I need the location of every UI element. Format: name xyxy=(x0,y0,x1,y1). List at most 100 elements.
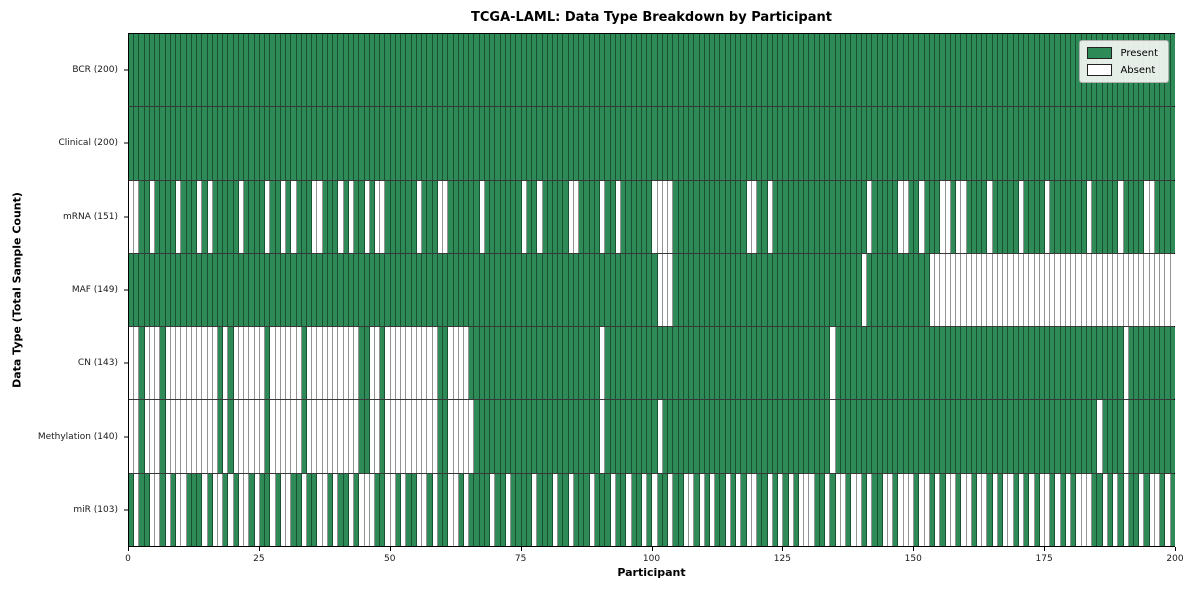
cell-present xyxy=(1128,400,1134,473)
cell-absent xyxy=(1113,473,1119,546)
cell-present xyxy=(767,34,773,107)
cell-present xyxy=(547,253,553,327)
cell-present xyxy=(772,34,779,107)
cell-present xyxy=(484,473,491,546)
cell-present xyxy=(730,107,737,180)
cell-present xyxy=(270,107,276,180)
cell-present xyxy=(296,253,302,327)
cell-present xyxy=(856,34,862,107)
cell-absent xyxy=(945,180,951,253)
cell-absent xyxy=(626,473,632,546)
cell-present xyxy=(809,107,815,180)
cell-present xyxy=(1118,473,1124,546)
cell-present xyxy=(940,34,946,107)
cell-present xyxy=(851,107,857,180)
cell-absent xyxy=(971,253,977,327)
cell-present xyxy=(1060,34,1066,107)
cell-present xyxy=(1107,473,1114,546)
cell-present xyxy=(516,253,522,327)
cell-present xyxy=(1160,180,1166,253)
cell-present xyxy=(678,473,684,546)
cell-present xyxy=(751,327,758,400)
cell-present xyxy=(929,473,936,546)
cell-present xyxy=(511,400,517,473)
cell-present xyxy=(259,473,266,546)
cell-present xyxy=(542,327,548,400)
cell-absent xyxy=(416,327,423,400)
legend: Present Absent xyxy=(1079,40,1169,83)
cell-present xyxy=(322,34,328,107)
cell-absent xyxy=(835,473,841,546)
cell-absent xyxy=(422,473,428,546)
cell-present xyxy=(1097,473,1103,546)
cell-absent xyxy=(961,473,967,546)
cell-absent xyxy=(1139,253,1145,327)
y-tick-label: Clinical (200) xyxy=(58,138,118,149)
cell-present xyxy=(751,400,758,473)
cell-present xyxy=(495,327,501,400)
cell-present xyxy=(908,400,915,473)
cell-present xyxy=(584,180,590,253)
cell-present xyxy=(558,34,564,107)
cell-present xyxy=(369,253,376,327)
cell-absent xyxy=(1092,253,1098,327)
cell-absent xyxy=(935,473,941,546)
cell-present xyxy=(333,180,339,253)
absent-swatch-icon xyxy=(1087,64,1113,76)
cell-present xyxy=(877,107,883,180)
cell-present xyxy=(647,400,653,473)
cell-present xyxy=(668,107,674,180)
cell-absent xyxy=(929,253,936,327)
cell-present xyxy=(887,34,894,107)
cell-present xyxy=(1118,400,1124,473)
cell-present xyxy=(254,107,260,180)
cell-present xyxy=(825,400,831,473)
cell-present xyxy=(406,107,412,180)
cell-present xyxy=(249,107,255,180)
cell-present xyxy=(155,107,161,180)
cell-present xyxy=(1170,473,1175,546)
cell-present xyxy=(1055,180,1061,253)
cell-present xyxy=(809,253,815,327)
cell-absent xyxy=(176,327,182,400)
cell-absent xyxy=(149,180,156,253)
cell-present xyxy=(893,327,899,400)
cell-present xyxy=(453,107,459,180)
cell-absent xyxy=(406,400,412,473)
cell-present xyxy=(793,400,799,473)
cell-present xyxy=(129,253,135,327)
cell-present xyxy=(511,327,517,400)
cell-absent xyxy=(333,473,339,546)
cell-absent xyxy=(348,400,355,473)
cell-present xyxy=(715,34,721,107)
cell-present xyxy=(526,327,533,400)
cell-present xyxy=(259,34,266,107)
cell-present xyxy=(516,180,522,253)
cell-present xyxy=(202,107,208,180)
cell-present xyxy=(1081,400,1087,473)
cell-present xyxy=(395,34,402,107)
cell-present xyxy=(1039,327,1046,400)
cell-present xyxy=(1076,327,1082,400)
cell-present xyxy=(134,107,140,180)
cell-present xyxy=(950,327,957,400)
cell-present xyxy=(867,400,873,473)
cell-present xyxy=(1092,473,1098,546)
cell-present xyxy=(1134,107,1140,180)
cell-present xyxy=(610,180,616,253)
cell-absent xyxy=(401,473,407,546)
cell-present xyxy=(814,327,820,400)
cell-absent xyxy=(1055,473,1061,546)
cell-present xyxy=(573,473,580,546)
cell-absent xyxy=(746,180,752,253)
cell-present xyxy=(605,400,611,473)
cell-present xyxy=(1024,180,1030,253)
cell-present xyxy=(401,180,407,253)
cell-present xyxy=(1050,180,1056,253)
cell-present xyxy=(882,34,888,107)
cell-present xyxy=(741,34,747,107)
cell-present xyxy=(924,400,930,473)
cell-absent xyxy=(280,400,287,473)
cell-present xyxy=(474,327,480,400)
cell-present xyxy=(814,400,820,473)
